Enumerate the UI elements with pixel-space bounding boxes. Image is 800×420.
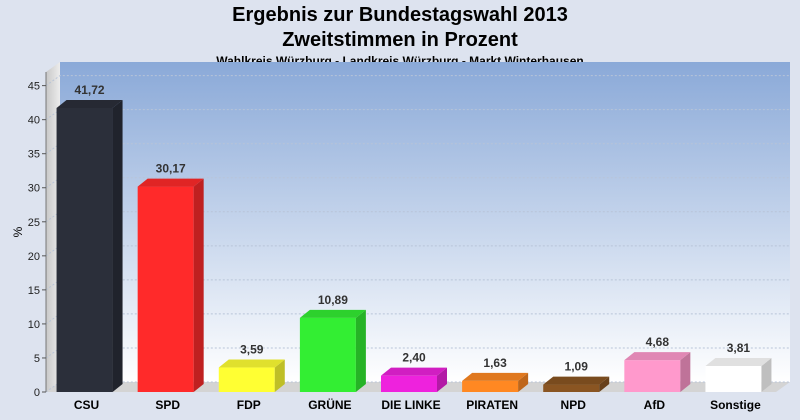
bar-side (680, 352, 691, 392)
y-axis-label: % (11, 226, 25, 237)
y-tick-label: 15 (28, 285, 40, 297)
bar-top (462, 372, 529, 381)
bar-front (381, 375, 437, 392)
bar-side (274, 359, 285, 392)
y-tick-label: 20 (28, 251, 40, 263)
bar-gr-ne (299, 309, 366, 392)
bar-value-label: 2,40 (402, 351, 426, 365)
bar-value-label: 1,63 (483, 356, 507, 370)
bar-value-label: 4,68 (646, 335, 670, 349)
chart-subtitle: Zweitstimmen in Prozent (282, 29, 518, 51)
x-tick-label: DIE LINKE (381, 398, 440, 412)
bars (56, 99, 772, 392)
x-axis: CSU SPD FDP GRÜNE DIE LINKE PIRATEN NPD AfD Sons… (74, 397, 761, 412)
bar-side (193, 178, 204, 392)
y-tick-label: 25 (28, 217, 40, 229)
x-tick-label: AfD (644, 398, 666, 412)
bar-top (624, 352, 691, 361)
bar-top (299, 309, 366, 318)
chart-title: Ergebnis zur Bundestagswahl 2013 (232, 4, 568, 26)
y-tick-label: 5 (34, 353, 40, 365)
x-tick-label: FDP (237, 398, 261, 412)
bar-front (624, 360, 681, 392)
y-tick-label: 10 (28, 319, 40, 331)
bar-side (518, 372, 529, 392)
bar-front (137, 186, 194, 392)
bar-fdp (218, 359, 285, 392)
bar-front (705, 366, 762, 392)
bar-afd (624, 352, 691, 392)
bar-top (218, 359, 285, 368)
gridline (45, 75, 790, 87)
bar-side (112, 99, 123, 392)
bar-top (705, 358, 772, 367)
bar-value-label: 3,59 (240, 343, 264, 357)
y-tick-label: 0 (34, 387, 40, 399)
x-tick-label: Sonstige (710, 398, 761, 412)
bar-value-label: 1,09 (565, 360, 589, 374)
bar-front (218, 367, 275, 392)
y-tick-label: 30 (28, 183, 40, 195)
bar-top (381, 367, 447, 376)
bar-value-label: 30,17 (156, 162, 186, 176)
x-tick-label: SPD (155, 398, 180, 412)
y-tick-label: 40 (28, 115, 40, 127)
bar-die-linke (381, 367, 447, 392)
bar-npd (543, 376, 610, 392)
bar-side (355, 309, 366, 392)
bar-piraten (462, 372, 529, 392)
bar-value-label: 41,72 (75, 83, 105, 97)
bar-top (56, 99, 123, 108)
bar-csu (56, 99, 123, 392)
bar-value-label: 3,81 (727, 341, 751, 355)
plot-side-wall (46, 62, 60, 392)
bar-front (462, 380, 519, 392)
bar-front (543, 384, 600, 392)
bar-side (599, 376, 610, 392)
value-labels: 41,72 30,17 3,59 10,89 2,40 1,63 1,09 4,68 3,81 (75, 83, 751, 374)
y-axis: 0 5 10 15 20 25 30 35 40 45% (11, 72, 47, 399)
bar-side (761, 358, 772, 392)
bar-top (137, 178, 204, 187)
bar-side (437, 367, 447, 392)
bar-spd (137, 178, 204, 392)
x-tick-label: GRÜNE (308, 397, 351, 412)
x-tick-label: CSU (74, 398, 99, 412)
bar-sonstige (705, 358, 772, 392)
x-tick-label: NPD (561, 398, 587, 412)
y-tick-label: 45 (28, 81, 40, 93)
bar-top (543, 376, 610, 385)
bar-front (56, 107, 113, 392)
bar-value-label: 10,89 (318, 293, 348, 307)
x-tick-label: PIRATEN (466, 398, 518, 412)
bar-front (299, 317, 356, 392)
y-tick-label: 35 (28, 149, 40, 161)
